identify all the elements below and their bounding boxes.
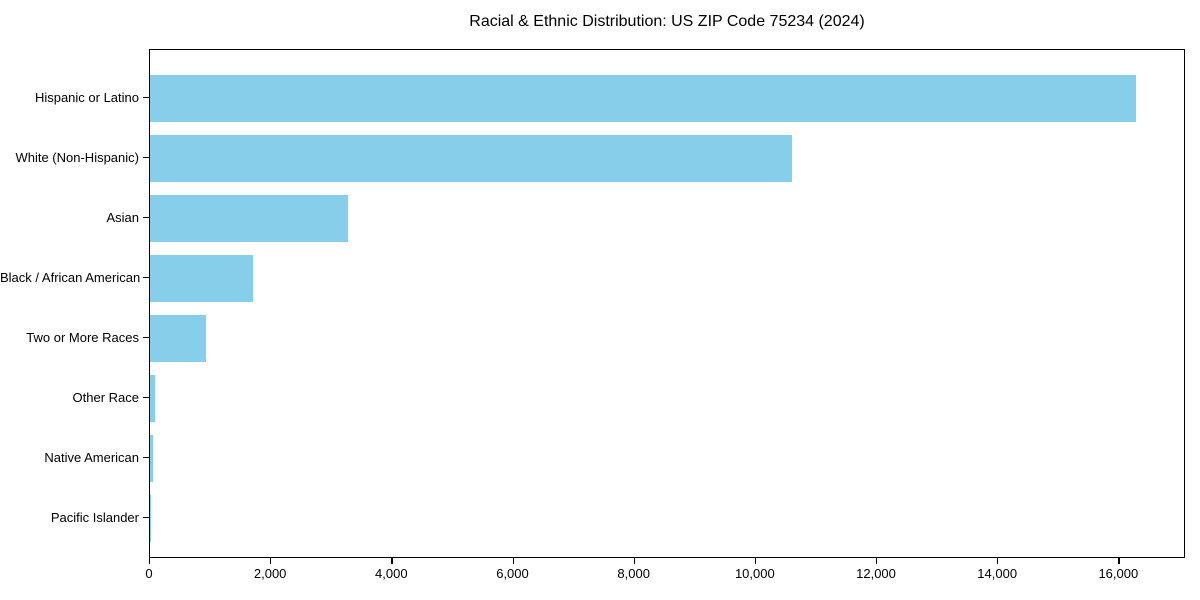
y-tick-black-african-american: [143, 277, 149, 279]
bar-native-american: [150, 434, 153, 482]
x-label-6000: 6,000: [496, 566, 529, 581]
y-label-white-non-hispanic: White (Non-Hispanic): [15, 150, 139, 165]
bar-hispanic-or-latino: [150, 74, 1137, 122]
x-label-2000: 2,000: [253, 566, 287, 581]
y-tick-asian: [143, 217, 149, 219]
y-tick-native-american: [143, 457, 149, 459]
bar-asian: [150, 194, 349, 242]
x-label-14000: 14,000: [977, 566, 1018, 581]
bar-black-african-american: [150, 254, 253, 302]
x-label-10000: 10,000: [734, 566, 775, 581]
y-tick-pacific-islander: [143, 517, 149, 519]
y-label-pacific-islander: Pacific Islander: [50, 510, 139, 525]
y-label-asian: Asian: [106, 210, 139, 225]
y-tick-white-non-hispanic: [143, 157, 149, 159]
y-tick-other-race: [143, 397, 149, 399]
x-label-8000: 8,000: [617, 566, 650, 581]
x-tick-12000: [876, 558, 878, 564]
bar-pacific-islander: [150, 494, 151, 542]
y-label-black-african-american: Black / African American: [0, 270, 141, 285]
bar-two-or-more-races: [150, 314, 206, 362]
x-tick-2000: [270, 558, 272, 564]
chart-title: Racial & Ethnic Distribution: US ZIP Cod…: [469, 13, 865, 30]
x-label-12000: 12,000: [856, 566, 896, 581]
y-tick-hispanic-or-latino: [143, 97, 149, 99]
y-label-hispanic-or-latino: Hispanic or Latino: [34, 90, 139, 105]
plot-area: [149, 49, 1185, 558]
y-tick-two-or-more-races: [143, 337, 149, 339]
x-label-0: 0: [145, 566, 153, 581]
y-label-two-or-more-races: Two or More Races: [26, 330, 139, 345]
y-label-native-american: Native American: [44, 450, 139, 465]
x-tick-4000: [391, 558, 393, 564]
y-label-other-race: Other Race: [72, 390, 139, 405]
x-tick-8000: [633, 558, 635, 564]
bar-other-race: [150, 374, 155, 422]
x-label-16000: 16,000: [1098, 566, 1139, 581]
x-tick-10000: [754, 558, 757, 564]
x-tick-0: [149, 558, 151, 564]
x-tick-6000: [512, 558, 514, 564]
x-label-4000: 4,000: [375, 566, 408, 581]
x-tick-16000: [1118, 558, 1120, 564]
x-tick-14000: [997, 558, 999, 564]
bar-white-non-hispanic: [150, 134, 792, 182]
